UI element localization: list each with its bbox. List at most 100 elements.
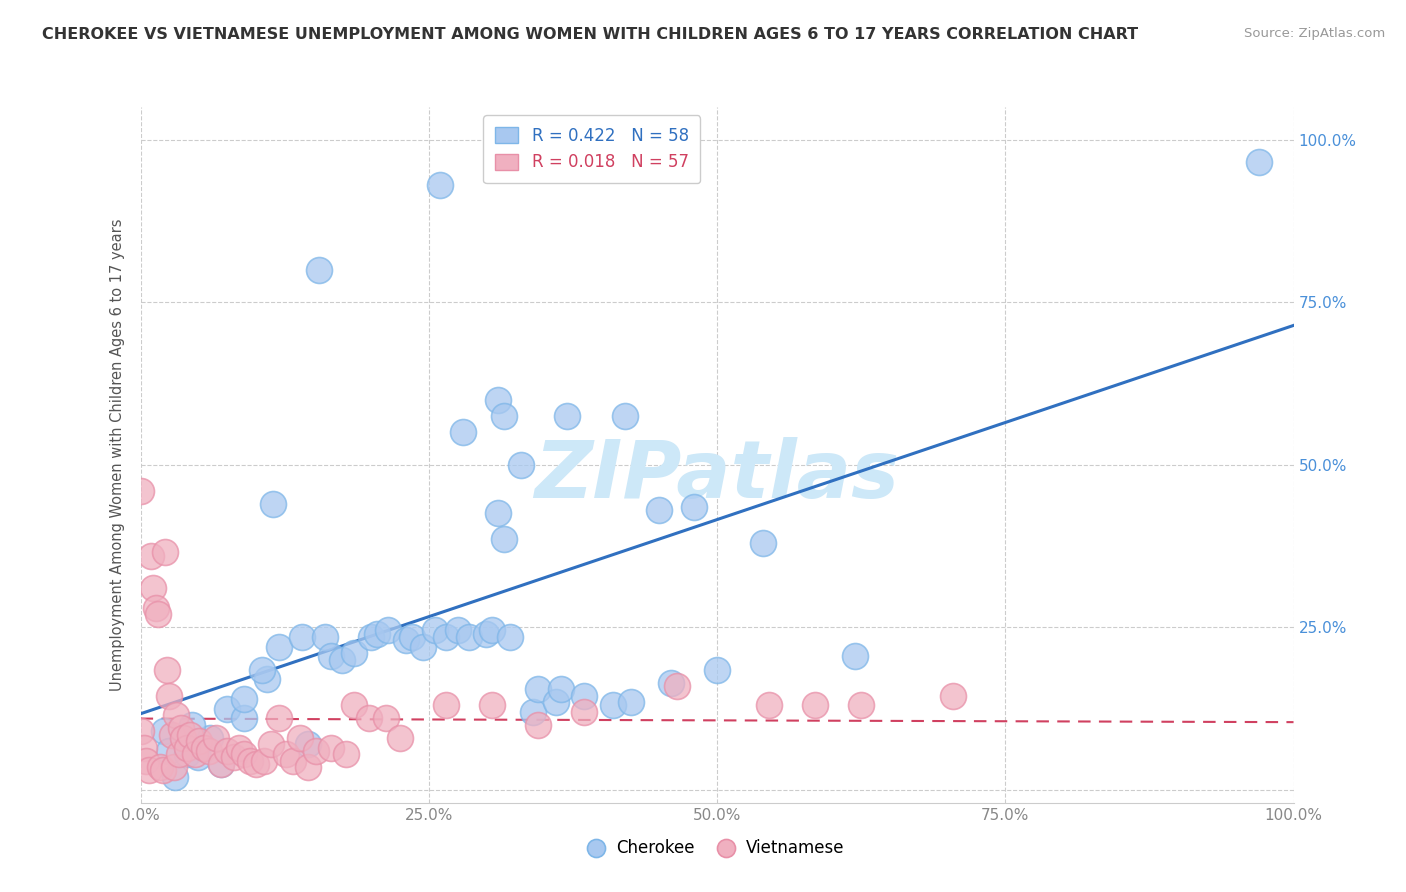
Point [665,679,688,693]
Point [360,630,382,644]
Point [305,744,328,758]
Point [412,640,434,654]
Point [486,507,509,521]
Point [752,535,775,549]
Point [804,698,827,713]
Point [377,624,399,638]
Point [184,747,207,761]
Point [357,711,380,725]
Point [1247,155,1270,169]
Point [343,646,366,660]
Point [239,754,262,768]
Point [574,705,596,719]
Point [193,740,215,755]
Point [267,640,290,654]
Point [659,675,682,690]
Point [683,500,706,514]
Point [849,698,872,713]
Point [160,727,183,741]
Point [132,740,155,755]
Point [522,705,544,719]
Point [262,497,284,511]
Point [492,533,515,547]
Point [198,731,221,745]
Point [138,764,160,778]
Point [250,663,273,677]
Point [453,425,475,439]
Point [197,744,219,758]
Point [228,740,250,755]
Point [188,734,211,748]
Point [555,409,578,423]
Point [434,698,457,713]
Point [574,689,596,703]
Point [319,649,342,664]
Point [395,633,418,648]
Point [550,681,572,696]
Point [335,747,357,761]
Point [613,409,636,423]
Point [217,744,239,758]
Point [510,458,533,472]
Point [217,701,239,715]
Point [388,731,412,745]
Point [366,626,388,640]
Y-axis label: Unemployment Among Women with Children Ages 6 to 17 years: Unemployment Among Women with Children A… [110,219,125,691]
Legend: Cherokee, Vietnamese: Cherokee, Vietnamese [582,833,852,864]
Point [434,630,457,644]
Point [129,483,152,498]
Point [233,711,256,725]
Point [486,392,509,407]
Point [245,756,267,771]
Point [602,698,624,713]
Point [172,731,194,745]
Point [163,760,186,774]
Point [253,754,276,768]
Point [308,262,330,277]
Point [233,747,256,761]
Point [159,744,180,758]
Point [135,754,157,768]
Point [145,600,167,615]
Point [176,747,198,761]
Point [129,724,152,739]
Point [146,607,169,622]
Point [165,708,187,723]
Point [619,695,641,709]
Point [527,681,550,696]
Point [170,721,193,735]
Point [179,727,201,741]
Point [401,630,423,644]
Point [544,695,567,709]
Point [209,756,232,771]
Point [423,624,446,638]
Text: CHEROKEE VS VIETNAMESE UNEMPLOYMENT AMONG WOMEN WITH CHILDREN AGES 6 TO 17 YEARS: CHEROKEE VS VIETNAMESE UNEMPLOYMENT AMON… [42,27,1139,42]
Point [942,689,965,703]
Point [139,549,162,563]
Point [498,630,520,644]
Point [187,750,209,764]
Point [429,178,451,192]
Point [165,770,187,784]
Point [758,698,780,713]
Text: ZIPatlas: ZIPatlas [534,437,900,515]
Point [343,698,366,713]
Point [153,545,176,559]
Point [267,711,290,725]
Point [288,731,311,745]
Point [475,626,498,640]
Point [233,691,256,706]
Point [142,581,165,595]
Point [319,740,342,755]
Point [297,760,319,774]
Point [481,624,503,638]
Point [159,689,180,703]
Point [481,698,503,713]
Point [492,409,515,423]
Point [260,737,283,751]
Text: Source: ZipAtlas.com: Source: ZipAtlas.com [1244,27,1385,40]
Point [291,630,314,644]
Point [156,663,179,677]
Point [204,731,226,745]
Point [274,747,297,761]
